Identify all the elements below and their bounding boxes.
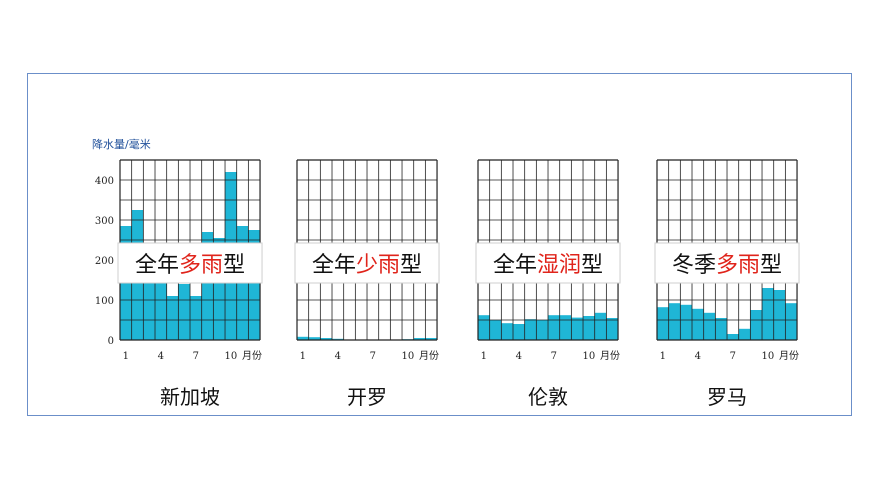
city-name: 伦敦 xyxy=(528,385,568,409)
bar-伦敦-12 xyxy=(606,318,619,340)
type-label-hl: 少雨 xyxy=(356,253,400,278)
type-label-box xyxy=(294,242,440,284)
x-tick-label: 4 xyxy=(516,351,522,362)
x-tick-label: 7 xyxy=(370,351,376,362)
bar-开罗-2 xyxy=(308,337,321,340)
y-tick-label: 300 xyxy=(95,216,114,227)
bar-伦敦-4 xyxy=(513,324,525,340)
x-tick-label: 1 xyxy=(481,351,487,362)
bar-伦敦-1 xyxy=(478,315,490,340)
bar-罗马-1 xyxy=(657,307,669,340)
bar-新加坡-9 xyxy=(213,238,226,340)
x-tick-label: 1 xyxy=(660,351,666,362)
bar-新加坡-8 xyxy=(201,232,214,340)
city-name: 开罗 xyxy=(347,385,387,409)
x-tick-label: 7 xyxy=(551,351,557,362)
x-tick-label: 7 xyxy=(730,351,736,362)
bar-罗马-9 xyxy=(750,310,763,340)
bar-伦敦-9 xyxy=(571,317,584,340)
x-tick-label: 4 xyxy=(335,351,341,362)
x-unit-label: 月份 xyxy=(779,350,799,362)
chart-frame xyxy=(27,73,852,416)
y-tick-label: 200 xyxy=(95,256,114,267)
type-label: 全年多雨型 xyxy=(135,253,245,278)
type-label-box xyxy=(117,242,263,284)
bar-伦敦-7 xyxy=(548,315,560,340)
bar-开罗-11 xyxy=(413,338,426,340)
type-label-pre: 全年 xyxy=(135,253,179,278)
bar-伦敦-11 xyxy=(594,312,607,340)
type-label: 全年湿润型 xyxy=(493,253,603,278)
y-tick-label: 100 xyxy=(95,296,114,307)
x-tick-label: 1 xyxy=(300,351,306,362)
bar-罗马-4 xyxy=(692,308,704,340)
bar-新加坡-6 xyxy=(178,284,191,340)
bar-伦敦-5 xyxy=(524,319,537,340)
x-tick-label: 7 xyxy=(193,351,199,362)
x-unit-label: 月份 xyxy=(600,350,620,362)
bar-罗马-2 xyxy=(668,303,681,340)
x-tick-label: 10 xyxy=(401,351,414,362)
type-label-box xyxy=(475,242,621,284)
city-name: 新加坡 xyxy=(160,385,220,409)
bar-罗马-10 xyxy=(762,288,774,340)
bar-罗马-12 xyxy=(785,303,798,340)
type-label-post: 型 xyxy=(581,253,603,278)
y-tick-label: 400 xyxy=(95,176,114,187)
type-label-pre: 冬季 xyxy=(672,253,716,278)
bar-开罗-1 xyxy=(297,336,309,340)
type-label-post: 型 xyxy=(760,253,782,278)
type-label-post: 型 xyxy=(223,253,245,278)
type-label-post: 型 xyxy=(400,253,422,278)
city-name: 罗马 xyxy=(707,385,747,409)
x-tick-label: 1 xyxy=(123,351,129,362)
bar-伦敦-10 xyxy=(583,316,595,340)
bar-新加坡-12 xyxy=(248,230,261,340)
x-tick-label: 10 xyxy=(582,351,595,362)
type-label-pre: 全年 xyxy=(493,253,537,278)
type-label-hl: 湿润 xyxy=(537,253,581,278)
type-label-pre: 全年 xyxy=(312,253,356,278)
x-unit-label: 月份 xyxy=(242,350,262,362)
x-tick-label: 10 xyxy=(224,351,237,362)
bar-新加坡-3 xyxy=(143,250,156,340)
bar-伦敦-2 xyxy=(489,320,502,340)
y-axis-label: 降水量/毫米 xyxy=(92,137,151,151)
bar-开罗-3 xyxy=(320,338,333,340)
bar-伦敦-6 xyxy=(536,320,549,340)
x-tick-label: 4 xyxy=(158,351,164,362)
bar-伦敦-8 xyxy=(559,315,572,340)
x-tick-label: 10 xyxy=(761,351,774,362)
bar-开罗-12 xyxy=(425,338,438,340)
type-label-hl: 多雨 xyxy=(716,253,760,278)
bar-罗马-11 xyxy=(773,290,786,340)
bar-新加坡-7 xyxy=(190,296,202,340)
x-unit-label: 月份 xyxy=(419,350,439,362)
type-label: 冬季多雨型 xyxy=(672,253,782,278)
bar-罗马-7 xyxy=(727,334,739,340)
bar-罗马-5 xyxy=(703,312,716,340)
type-label-box xyxy=(654,242,800,284)
bar-罗马-3 xyxy=(680,304,693,340)
bar-伦敦-3 xyxy=(501,323,514,340)
x-tick-label: 4 xyxy=(695,351,701,362)
type-label-hl: 多雨 xyxy=(179,253,223,278)
bar-罗马-6 xyxy=(715,318,728,340)
type-label: 全年少雨型 xyxy=(312,253,422,278)
bar-新加坡-5 xyxy=(166,296,179,340)
bar-新加坡-4 xyxy=(155,262,167,340)
bar-罗马-8 xyxy=(738,328,751,340)
y-tick-label: 0 xyxy=(108,336,114,347)
